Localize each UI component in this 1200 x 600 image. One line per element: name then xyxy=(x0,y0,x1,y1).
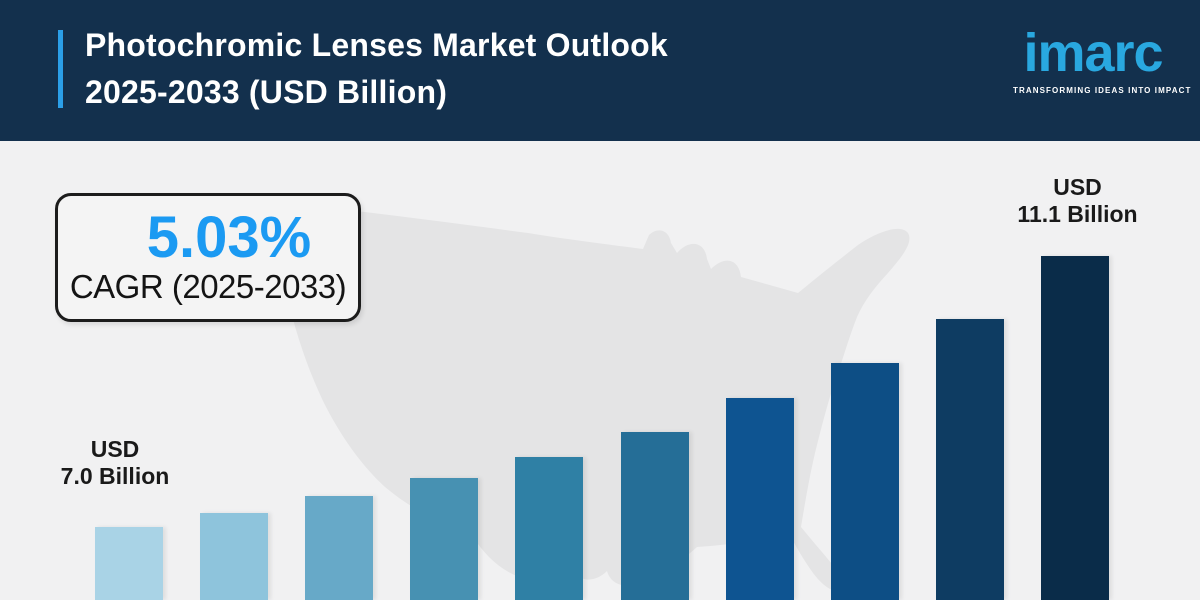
bar-2027 xyxy=(410,478,478,600)
header-banner: Photochromic Lenses Market Outlook 2025-… xyxy=(0,0,1200,141)
first-bar-label-currency: USD xyxy=(90,436,140,462)
imarc-logo-text: imarc xyxy=(1023,23,1163,83)
bar-2033 xyxy=(1041,256,1109,600)
last-bar-label-amount: 11.1 Billion xyxy=(1017,201,1138,227)
first-bar-label-amount: 7.0 Billion xyxy=(60,463,170,489)
bar-2025 xyxy=(200,513,268,600)
page-title-line2: 2025-2033 (USD Billion) xyxy=(85,74,448,110)
last-bar-value-label: USD 11.1 Billion xyxy=(1010,174,1145,228)
bar-2030 xyxy=(726,398,794,600)
imarc-logo: imarc TRANSFORMING IDEAS INTO IMPACT xyxy=(1013,23,1192,95)
cagr-callout-box: 5.03% CAGR (2025-2033) xyxy=(55,193,361,322)
cagr-label: CAGR (2025-2033) xyxy=(69,267,347,305)
last-bar-label-currency: USD xyxy=(1053,174,1102,200)
first-bar-value-label: USD 7.0 Billion xyxy=(50,436,180,490)
cagr-value: 5.03% xyxy=(146,204,312,270)
page-title: Photochromic Lenses Market Outlook 2025-… xyxy=(85,22,668,116)
bar-2029 xyxy=(621,432,689,600)
page-title-line1: Photochromic Lenses Market Outlook xyxy=(85,27,668,63)
imarc-logo-tagline: TRANSFORMING IDEAS INTO IMPACT xyxy=(1013,86,1192,95)
bar-2031 xyxy=(831,363,899,600)
bar-2026 xyxy=(305,496,373,600)
bar-2032 xyxy=(936,319,1004,600)
bar-2024 xyxy=(95,527,163,600)
bar-chart: 5.03% CAGR (2025-2033) USD 7.0 Billion U… xyxy=(0,141,1200,600)
title-accent-bar xyxy=(58,30,63,108)
bar-2028 xyxy=(515,457,583,600)
